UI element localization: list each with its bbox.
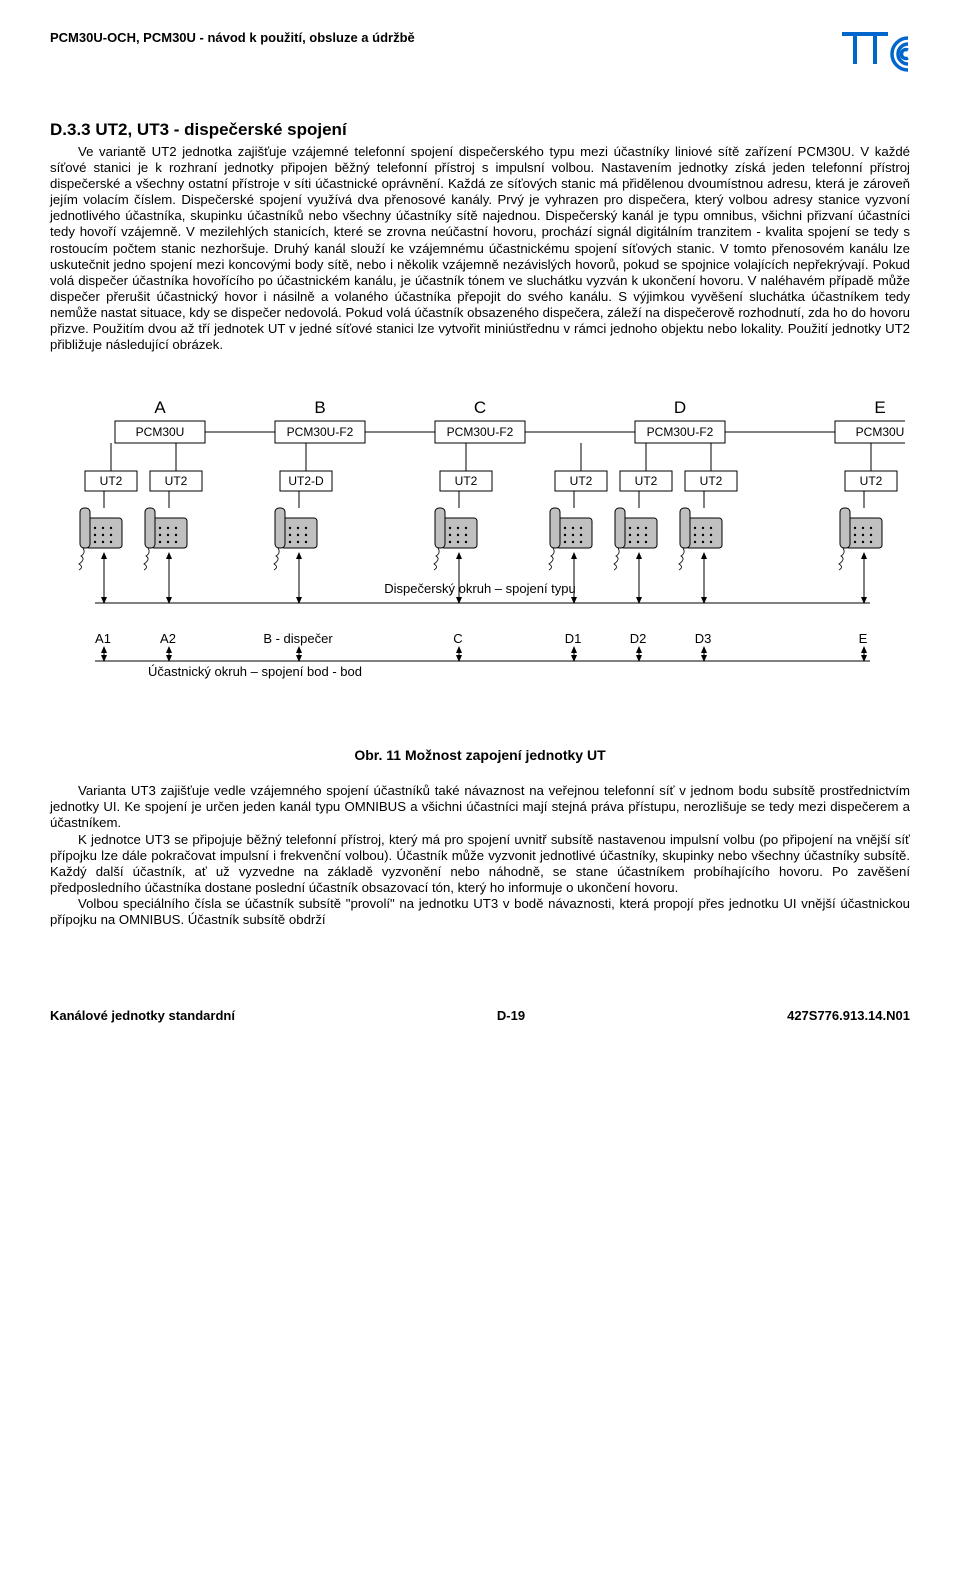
section-heading: D.3.3 UT2, UT3 - dispečerské spojení — [50, 120, 910, 140]
page-header: PCM30U-OCH, PCM30U - návod k použití, ob… — [50, 30, 910, 80]
footer-center: D-19 — [497, 1008, 525, 1023]
svg-text:E: E — [859, 631, 868, 646]
svg-text:E: E — [874, 398, 885, 417]
svg-text:UT2: UT2 — [635, 474, 658, 488]
paragraph-3: K jednotce UT3 se připojuje běžný telefo… — [50, 832, 910, 896]
svg-text:C: C — [453, 631, 462, 646]
svg-text:PCM30U-F2: PCM30U-F2 — [287, 425, 354, 439]
svg-text:PCM30U: PCM30U — [136, 425, 185, 439]
paragraph-2: Varianta UT3 zajišťuje vedle vzájemného … — [50, 783, 910, 831]
svg-text:UT2: UT2 — [570, 474, 593, 488]
svg-text:A2: A2 — [160, 631, 176, 646]
svg-text:Účastnický okruh – spojení bod: Účastnický okruh – spojení bod - bod — [148, 664, 362, 679]
footer-left: Kanálové jednotky standardní — [50, 1008, 235, 1023]
svg-text:UT2-D: UT2-D — [288, 474, 324, 488]
network-diagram: A PCM30U B PCM30U-F2 C PCM30U-F2 D PCM30U-F2 E PC… — [55, 393, 905, 723]
svg-text:C: C — [474, 398, 486, 417]
svg-text:Dispečerský okruh – spojení ty: Dispečerský okruh – spojení typu — [384, 581, 575, 596]
paragraph-1: Ve variantě UT2 jednotka zajišťuje vzáje… — [50, 144, 910, 353]
svg-text:D1: D1 — [565, 631, 582, 646]
figure-caption: Obr. 11 Možnost zapojení jednotky UT — [50, 747, 910, 763]
svg-text:UT2: UT2 — [165, 474, 188, 488]
footer-right: 427S776.913.14.N01 — [787, 1008, 910, 1023]
diagram-container: A PCM30U B PCM30U-F2 C PCM30U-F2 D PCM30U-F2 E PC… — [50, 393, 910, 723]
svg-text:UT2: UT2 — [100, 474, 123, 488]
svg-text:B - dispečer: B - dispečer — [263, 631, 333, 646]
doc-title: PCM30U-OCH, PCM30U - návod k použití, ob… — [50, 30, 415, 45]
paragraph-4: Volbou speciálního čísla se účastník sub… — [50, 896, 910, 928]
svg-text:A1: A1 — [95, 631, 111, 646]
svg-text:D: D — [674, 398, 686, 417]
svg-text:UT2: UT2 — [455, 474, 478, 488]
svg-text:D3: D3 — [695, 631, 712, 646]
svg-text:A: A — [154, 398, 166, 417]
svg-text:B: B — [314, 398, 325, 417]
page-footer: Kanálové jednotky standardní D-19 427S77… — [50, 1008, 910, 1023]
svg-text:PCM30U: PCM30U — [856, 425, 905, 439]
company-logo — [840, 30, 910, 80]
svg-text:PCM30U-F2: PCM30U-F2 — [647, 425, 714, 439]
svg-text:UT2: UT2 — [860, 474, 883, 488]
svg-text:D2: D2 — [630, 631, 647, 646]
svg-text:PCM30U-F2: PCM30U-F2 — [447, 425, 514, 439]
svg-text:UT2: UT2 — [700, 474, 723, 488]
